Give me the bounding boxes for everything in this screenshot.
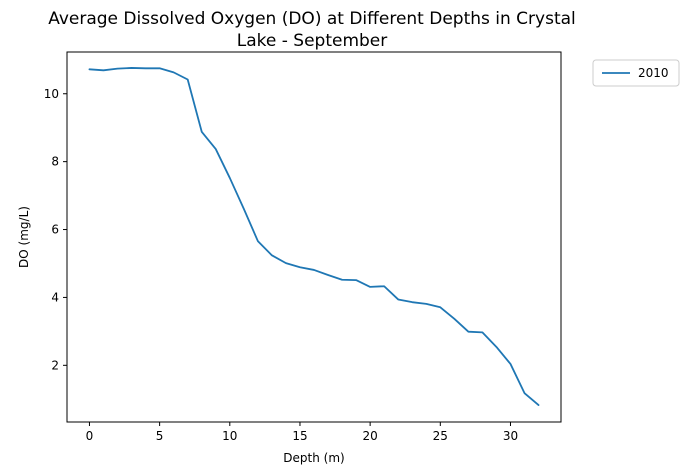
x-tick-label: 5 [156, 429, 164, 443]
y-tick-label: 8 [51, 155, 59, 169]
y-tick-label: 2 [51, 358, 59, 372]
y-axis-label: DO (mg/L) [17, 206, 31, 268]
y-tick-label: 4 [51, 290, 59, 304]
y-tick-label: 6 [51, 223, 59, 237]
x-tick-label: 30 [503, 429, 518, 443]
x-axis-ticks: 0 5 10 15 20 25 30 [86, 422, 518, 443]
x-tick-label: 10 [222, 429, 237, 443]
x-tick-label: 20 [362, 429, 377, 443]
x-tick-label: 15 [292, 429, 307, 443]
x-tick-label: 0 [86, 429, 94, 443]
x-axis-label: Depth (m) [283, 451, 344, 465]
chart-title-line-2: Lake - September [237, 31, 388, 51]
chart-title-line-1: Average Dissolved Oxygen (DO) at Differe… [48, 9, 576, 29]
series-line-2010 [88, 67, 540, 406]
legend: 2010 [592, 59, 680, 87]
legend-box [592, 59, 680, 87]
legend-label-2010: 2010 [638, 66, 669, 80]
y-tick-label: 10 [44, 87, 59, 101]
y-axis-ticks: 2 4 6 8 10 [44, 87, 67, 372]
x-tick-label: 25 [433, 429, 448, 443]
plot-area [66, 51, 562, 423]
